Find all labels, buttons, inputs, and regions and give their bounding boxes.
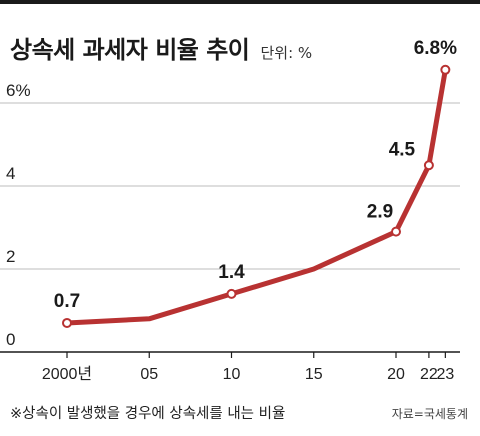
x-tick-label: 22 (420, 366, 438, 383)
data-label: 1.4 (218, 262, 245, 283)
series-layer (62, 64, 451, 328)
x-tick-label: 20 (387, 366, 405, 383)
chart-title: 상속세 과세자 비율 추이 (10, 36, 250, 64)
y-tick-label: 6% (6, 81, 31, 100)
data-point (226, 288, 237, 299)
chart-header: 상속세 과세자 비율 추이 단위: % (10, 30, 312, 65)
x-tick-label: 10 (223, 366, 241, 383)
y-tick-label: 0 (6, 330, 15, 349)
x-tick-label: 05 (140, 366, 158, 383)
data-point (440, 64, 451, 75)
x-tick-label: 2000년 (42, 365, 92, 383)
y-tick-label: 2 (6, 247, 15, 266)
footnote: ※상속이 발생했을 경우에 상속세를 내는 비율 (10, 406, 286, 422)
unit-label: 단위: % (260, 44, 313, 62)
data-point (423, 160, 434, 171)
data-label: 0.7 (54, 291, 80, 312)
data-label: 6.8% (414, 38, 457, 59)
top-rule (0, 0, 480, 4)
data-point (62, 317, 72, 328)
x-tick-label: 23 (436, 366, 454, 383)
grid-layer (0, 102, 460, 270)
y-tick-label: 4 (6, 164, 15, 183)
data-label: 4.5 (389, 139, 416, 160)
label-layer: 0.7 1.4 2.9 4.5 6.8% (54, 38, 457, 312)
source-credit: 자료=국세통계 (391, 407, 468, 421)
data-point (391, 226, 401, 237)
x-tick-label: 15 (305, 366, 323, 383)
series-line (64, 67, 448, 326)
data-label: 2.9 (367, 202, 393, 223)
